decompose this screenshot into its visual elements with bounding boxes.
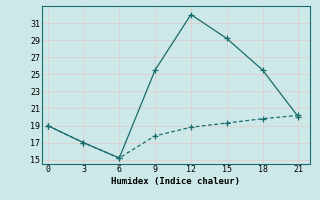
X-axis label: Humidex (Indice chaleur): Humidex (Indice chaleur) xyxy=(111,177,241,186)
